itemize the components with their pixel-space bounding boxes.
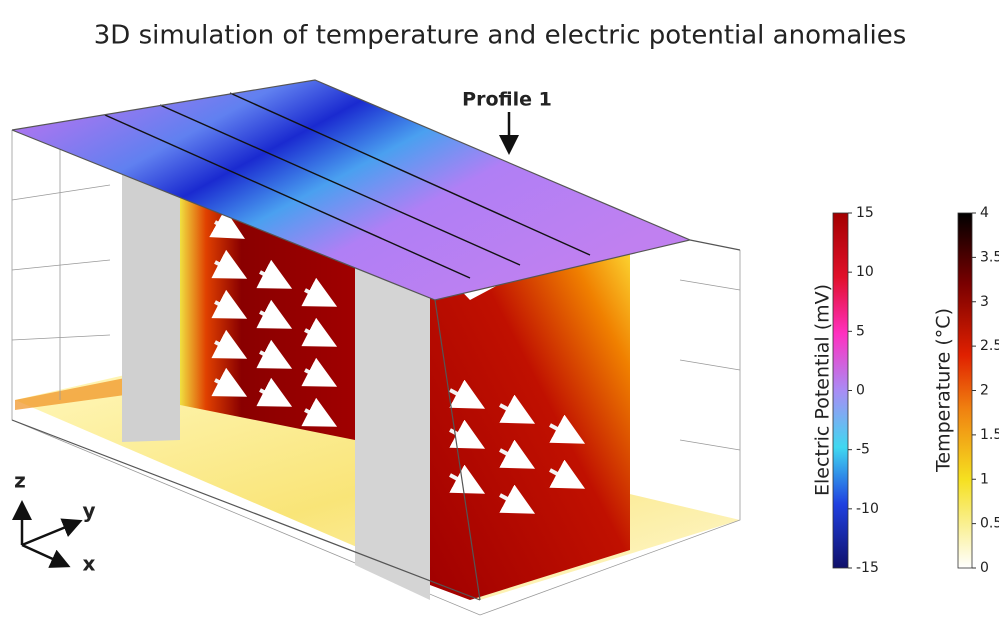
grid-line: [680, 280, 740, 290]
colorbar-label: Temperature (°C): [933, 308, 955, 473]
annotation: Profile 1: [462, 89, 552, 111]
tick-label: 2.5: [980, 338, 999, 354]
grid-line: [12, 335, 110, 340]
colorbar-label: Electric Potential (mV): [812, 284, 834, 496]
colorbar: [833, 213, 848, 568]
slice-side: [122, 172, 180, 442]
grid-line: [680, 360, 740, 370]
grid-line: [680, 440, 740, 450]
tick-label: -5: [856, 442, 870, 458]
tick-label: -10: [856, 501, 879, 517]
tick-label: 2: [980, 383, 989, 399]
tick-label: 0: [856, 383, 865, 399]
axis-triad: [22, 505, 78, 565]
grid-line: [12, 185, 110, 200]
tick-label: 0.5: [980, 516, 999, 532]
slice-side: [355, 255, 430, 600]
tick-label: 1.5: [980, 427, 999, 443]
axis-label: y: [82, 499, 95, 523]
scene: [12, 80, 740, 615]
tick-label: 15: [856, 205, 874, 221]
box-edge: [690, 240, 740, 250]
tick-label: 1: [980, 471, 989, 487]
tick-label: -15: [856, 560, 879, 576]
colorbar: [958, 213, 972, 568]
tick-label: 10: [856, 264, 874, 280]
tick-label: 0: [980, 560, 989, 576]
title: 3D simulation of temperature and electri…: [94, 21, 907, 51]
tick-label: 4: [980, 205, 989, 221]
axis-label: x: [83, 552, 96, 576]
grid-line: [12, 260, 110, 270]
tick-label: 5: [856, 323, 865, 339]
axis-label: z: [14, 469, 26, 493]
tick-label: 3.5: [980, 249, 999, 265]
figure: 3D simulation of temperature and electri…: [0, 0, 999, 618]
tick-label: 3: [980, 294, 989, 310]
